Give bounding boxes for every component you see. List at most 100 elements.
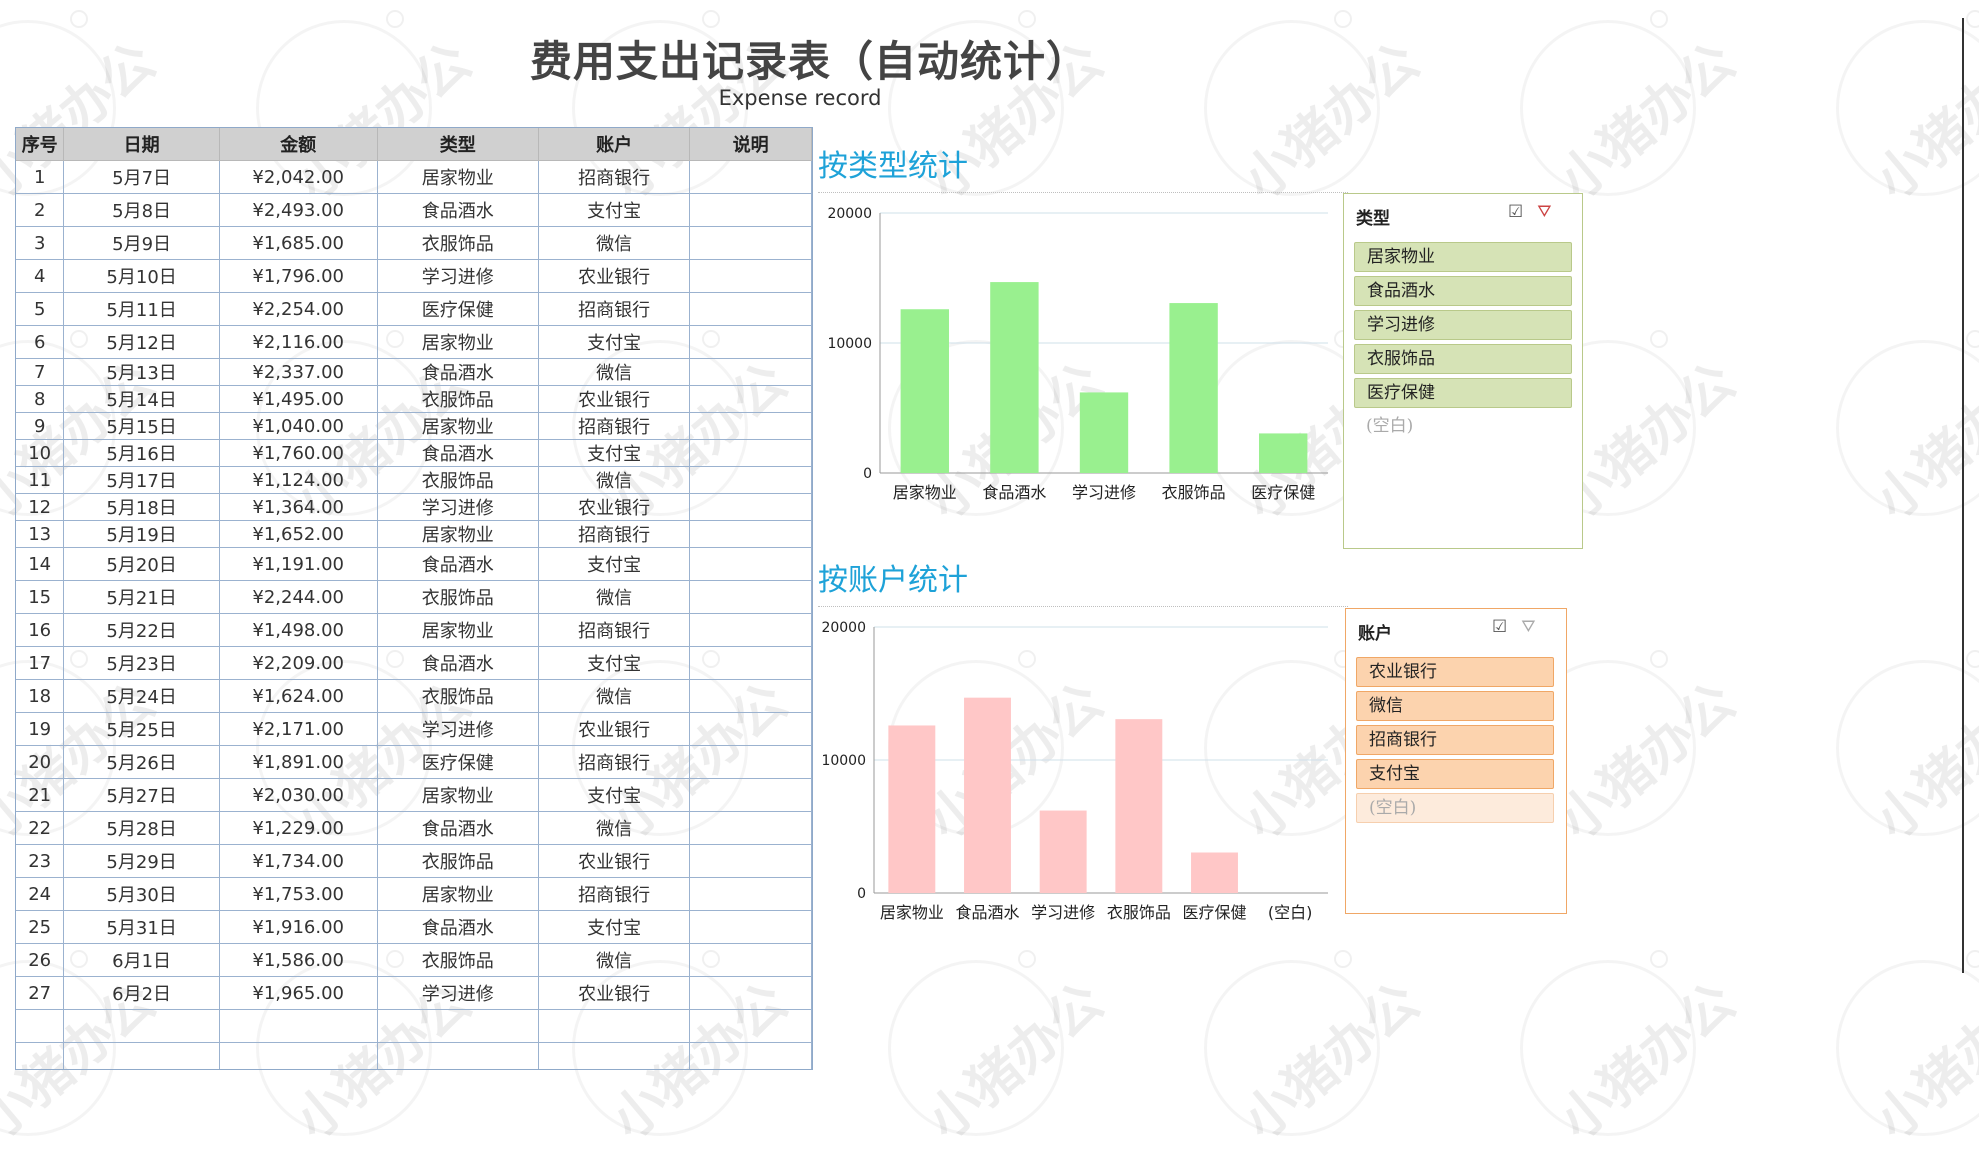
cell-note[interactable]	[689, 811, 812, 845]
cell-note[interactable]	[689, 466, 812, 494]
cell-amount[interactable]: ¥1,685.00	[219, 226, 378, 260]
cell-note[interactable]	[689, 877, 812, 911]
cell-index[interactable]: 13	[16, 520, 65, 548]
cell-account[interactable]: 农业银行	[538, 976, 691, 1010]
cell-account[interactable]: 支付宝	[538, 646, 691, 680]
cell-index[interactable]: 20	[16, 745, 65, 779]
cell-date[interactable]: 5月8日	[63, 193, 220, 227]
cell-account[interactable]: 支付宝	[538, 439, 691, 467]
cell-account[interactable]: 农业银行	[538, 385, 691, 413]
cell-account[interactable]: 支付宝	[538, 778, 691, 812]
cell-date[interactable]: 5月29日	[63, 844, 220, 878]
cell-note[interactable]	[689, 976, 812, 1010]
cell-account[interactable]: 微信	[538, 679, 691, 713]
column-header-note[interactable]: 说明	[689, 128, 812, 161]
cell-index[interactable]: 12	[16, 493, 65, 521]
cell-amount[interactable]: ¥2,171.00	[219, 712, 378, 746]
cell-type[interactable]: 居家物业	[377, 877, 539, 911]
cell-date[interactable]: 5月28日	[63, 811, 220, 845]
cell-account[interactable]: 农业银行	[538, 259, 691, 293]
cell-note[interactable]	[689, 160, 812, 194]
cell-type[interactable]: 食品酒水	[377, 910, 539, 944]
cell-type[interactable]: 学习进修	[377, 712, 539, 746]
cell-empty[interactable]	[219, 1009, 378, 1043]
cell-note[interactable]	[689, 385, 812, 413]
cell-empty[interactable]	[377, 1042, 539, 1069]
cell-account[interactable]: 招商银行	[538, 745, 691, 779]
cell-date[interactable]: 5月24日	[63, 679, 220, 713]
cell-note[interactable]	[689, 520, 812, 548]
cell-note[interactable]	[689, 193, 812, 227]
bar[interactable]	[1169, 303, 1218, 473]
cell-account[interactable]: 微信	[538, 226, 691, 260]
slicer-item[interactable]: 衣服饰品	[1354, 344, 1572, 374]
cell-amount[interactable]: ¥2,337.00	[219, 358, 378, 386]
cell-index[interactable]: 9	[16, 412, 65, 440]
multi-select-icon[interactable]: ☑	[1492, 617, 1508, 637]
cell-index[interactable]: 24	[16, 877, 65, 911]
cell-index[interactable]: 21	[16, 778, 65, 812]
cell-account[interactable]: 微信	[538, 466, 691, 494]
slicer-item[interactable]: (空白)	[1356, 793, 1554, 823]
cell-note[interactable]	[689, 646, 812, 680]
cell-date[interactable]: 5月10日	[63, 259, 220, 293]
cell-index[interactable]: 27	[16, 976, 65, 1010]
cell-account[interactable]: 支付宝	[538, 193, 691, 227]
cell-date[interactable]: 5月13日	[63, 358, 220, 386]
slicer-item[interactable]: 招商银行	[1356, 725, 1554, 755]
cell-empty[interactable]	[538, 1009, 691, 1043]
cell-type[interactable]: 食品酒水	[377, 811, 539, 845]
slicer-item[interactable]: 医疗保健	[1354, 378, 1572, 408]
cell-empty[interactable]	[63, 1042, 220, 1069]
cell-empty[interactable]	[538, 1042, 691, 1069]
cell-type[interactable]: 居家物业	[377, 325, 539, 359]
cell-note[interactable]	[689, 493, 812, 521]
cell-index[interactable]: 1	[16, 160, 65, 194]
cell-amount[interactable]: ¥1,624.00	[219, 679, 378, 713]
cell-account[interactable]: 招商银行	[538, 877, 691, 911]
cell-account[interactable]: 微信	[538, 811, 691, 845]
cell-index[interactable]: 25	[16, 910, 65, 944]
cell-type[interactable]: 食品酒水	[377, 193, 539, 227]
cell-amount[interactable]: ¥1,652.00	[219, 520, 378, 548]
cell-amount[interactable]: ¥2,244.00	[219, 580, 378, 614]
column-header-amount[interactable]: 金额	[219, 128, 378, 161]
cell-amount[interactable]: ¥2,493.00	[219, 193, 378, 227]
cell-date[interactable]: 5月19日	[63, 520, 220, 548]
cell-type[interactable]: 学习进修	[377, 976, 539, 1010]
cell-empty[interactable]	[219, 1042, 378, 1069]
cell-amount[interactable]: ¥1,916.00	[219, 910, 378, 944]
cell-amount[interactable]: ¥2,030.00	[219, 778, 378, 812]
cell-note[interactable]	[689, 412, 812, 440]
column-header-type[interactable]: 类型	[377, 128, 539, 161]
cell-type[interactable]: 食品酒水	[377, 646, 539, 680]
bar[interactable]	[888, 725, 936, 893]
cell-date[interactable]: 5月21日	[63, 580, 220, 614]
bar[interactable]	[1259, 433, 1308, 473]
clear-filter-icon[interactable]: ⛛	[1537, 202, 1552, 222]
cell-type[interactable]: 学习进修	[377, 493, 539, 521]
bar[interactable]	[1079, 392, 1129, 473]
cell-index[interactable]: 22	[16, 811, 65, 845]
bar[interactable]	[1039, 810, 1087, 893]
cell-index[interactable]: 2	[16, 193, 65, 227]
bar[interactable]	[900, 309, 949, 473]
cell-note[interactable]	[689, 679, 812, 713]
cell-index[interactable]: 18	[16, 679, 65, 713]
cell-date[interactable]: 5月12日	[63, 325, 220, 359]
bar[interactable]	[1115, 719, 1163, 893]
cell-account[interactable]: 农业银行	[538, 493, 691, 521]
cell-note[interactable]	[689, 580, 812, 614]
slicer-item[interactable]: 支付宝	[1356, 759, 1554, 789]
cell-note[interactable]	[689, 547, 812, 581]
cell-amount[interactable]: ¥1,965.00	[219, 976, 378, 1010]
slicer-item[interactable]: 学习进修	[1354, 310, 1572, 340]
cell-type[interactable]: 居家物业	[377, 520, 539, 548]
cell-index[interactable]: 7	[16, 358, 65, 386]
cell-amount[interactable]: ¥2,209.00	[219, 646, 378, 680]
cell-amount[interactable]: ¥1,498.00	[219, 613, 378, 647]
cell-account[interactable]: 招商银行	[538, 412, 691, 440]
cell-amount[interactable]: ¥1,364.00	[219, 493, 378, 521]
cell-note[interactable]	[689, 712, 812, 746]
cell-empty[interactable]	[377, 1009, 539, 1043]
